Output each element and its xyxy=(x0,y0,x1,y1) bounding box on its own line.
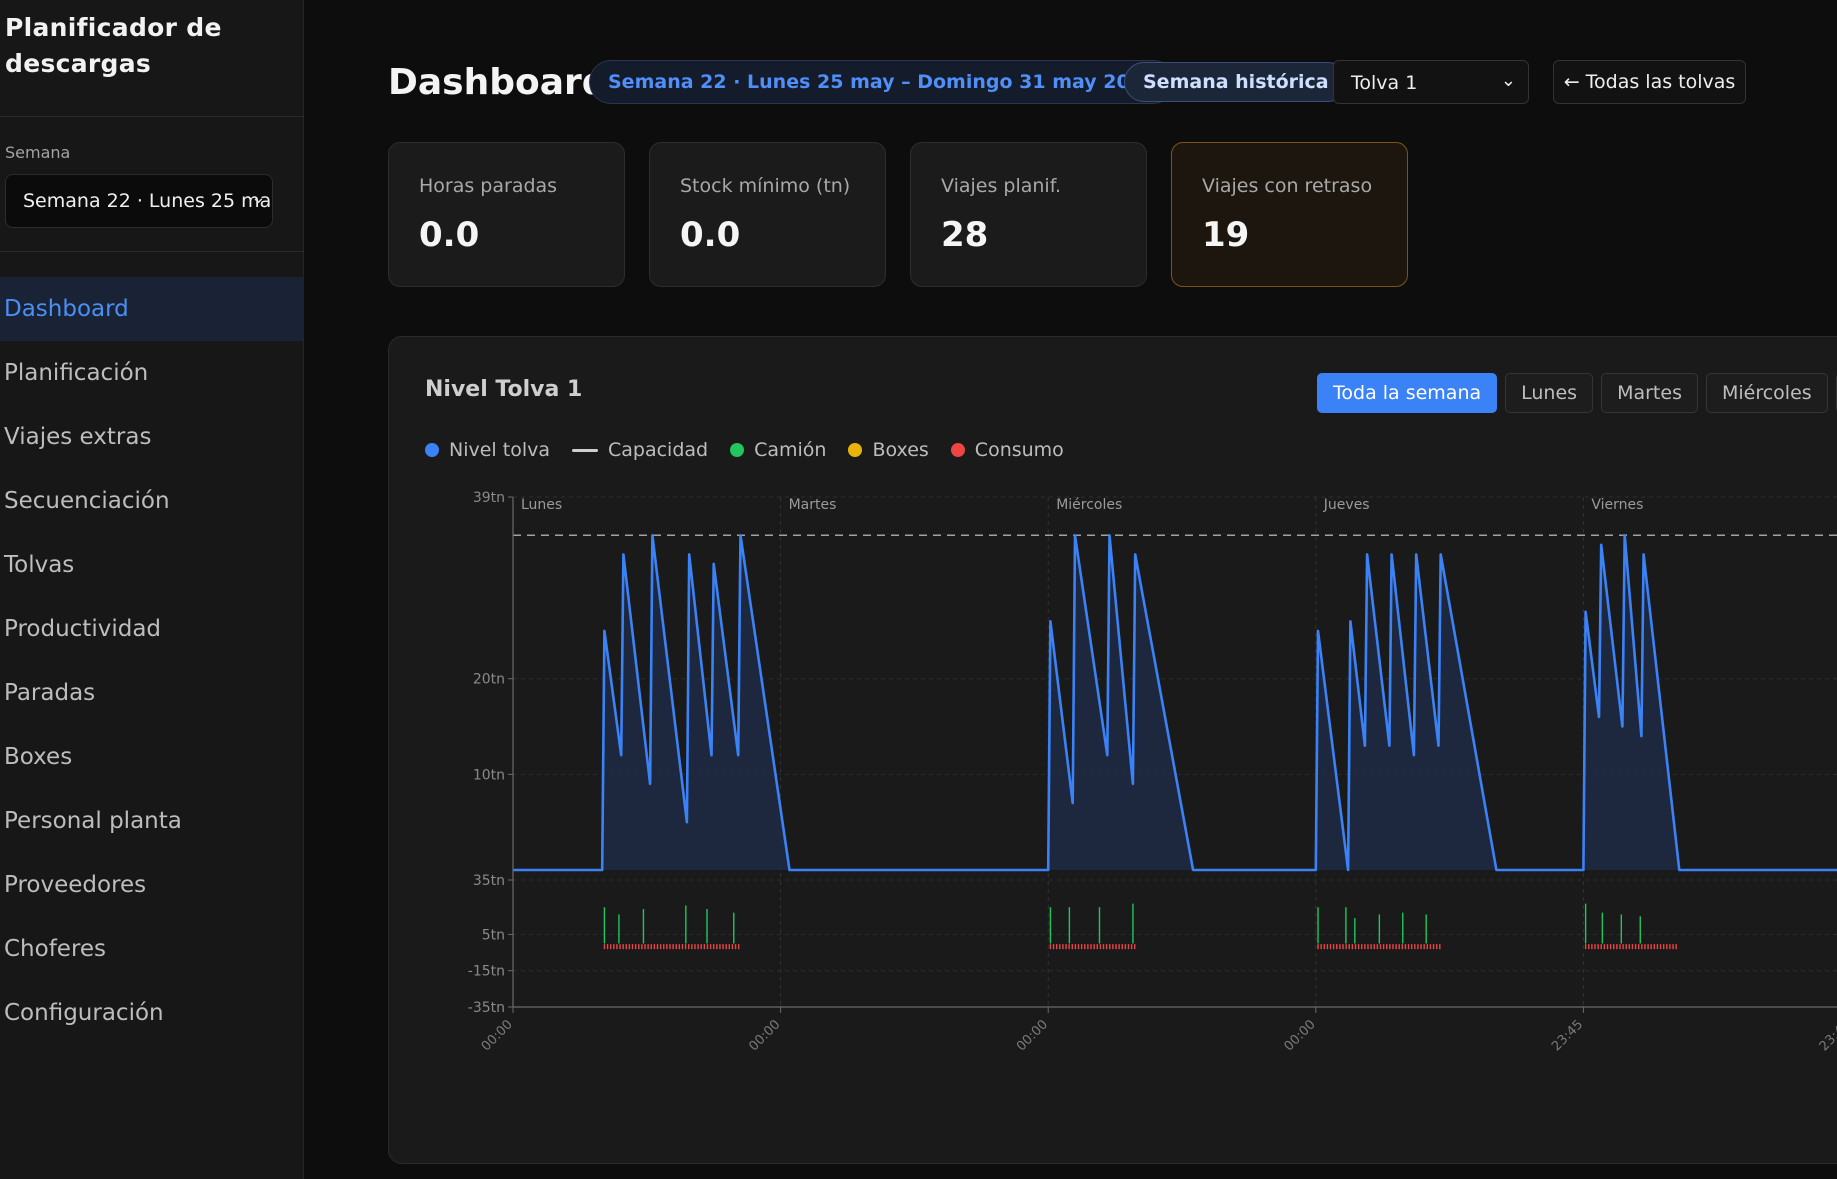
panel-title: Nivel Tolva 1 xyxy=(425,377,583,402)
kpi-value: 28 xyxy=(941,215,989,255)
kpi-value: 0.0 xyxy=(680,215,741,255)
tolva-level-panel: Nivel Tolva 1 Toda la semana Lunes Martes M… xyxy=(388,336,1837,1164)
kpi-label: Viajes planif. xyxy=(941,175,1062,197)
legend-item[interactable]: Capacidad xyxy=(571,439,709,461)
week-label: Semana xyxy=(5,143,71,162)
sidebar-item-viajes-extras[interactable]: Viajes extras xyxy=(4,424,152,450)
page-title: Dashboard xyxy=(388,62,608,103)
day-label: Martes xyxy=(789,497,837,513)
kpi-value: 19 xyxy=(1202,215,1250,255)
chevron-down-icon: ⌄ xyxy=(250,187,266,208)
week-select-value: Semana 22 · Lunes 25 may xyxy=(23,190,273,212)
sidebar-item-personal-planta[interactable]: Personal planta xyxy=(4,808,182,834)
historic-week-badge: Semana histórica xyxy=(1124,62,1348,102)
sidebar-item-dashboard[interactable]: Dashboard xyxy=(0,277,304,341)
legend-label: Boxes xyxy=(872,439,929,461)
legend-item[interactable]: Consumo xyxy=(950,439,1064,461)
sidebar-item-choferes[interactable]: Choferes xyxy=(4,936,107,962)
y-tick-label: 20tn xyxy=(473,672,505,688)
tolva-level-chart: 39tn 20tn 10tn 35tn 5tn -15tn -35tn Lunes Martes… xyxy=(468,490,1837,1054)
legend-item[interactable]: Nivel tolva xyxy=(425,439,550,461)
sidebar-nav: Dashboard Planificación Viajes extras Secue… xyxy=(0,277,304,1045)
kpi-card-horas-paradas: Horas paradas 0.0 xyxy=(388,142,625,287)
legend-swatch xyxy=(425,443,439,457)
sidebar-divider xyxy=(0,251,304,252)
kpi-label: Stock mínimo (tn) xyxy=(680,175,851,197)
tab-martes[interactable]: Martes xyxy=(1601,373,1698,413)
level-area xyxy=(513,535,1837,870)
legend-label: Camión xyxy=(754,439,827,461)
y-tick-label: 10tn xyxy=(473,767,505,783)
day-tabs: Toda la semanaLunesMartesMiércolesJueves xyxy=(1317,373,1837,413)
y-tick-label: 35tn xyxy=(473,873,505,889)
sidebar-item-secuenciaci-n[interactable]: Secuenciación xyxy=(4,488,170,514)
kpi-value: 0.0 xyxy=(419,215,480,255)
sidebar-item-paradas[interactable]: Paradas xyxy=(4,680,96,706)
tab-toda-la-semana[interactable]: Toda la semana xyxy=(1317,373,1498,413)
y-tick-label: -35tn xyxy=(468,1000,505,1016)
legend-item[interactable]: Boxes xyxy=(848,439,929,461)
week-range-badge: Semana 22 · Lunes 25 may – Domingo 31 ma… xyxy=(589,60,1176,104)
day-label: Miércoles xyxy=(1056,497,1122,513)
x-tick-label: 23:45 xyxy=(1817,1017,1837,1054)
day-label: Viernes xyxy=(1591,497,1643,513)
sidebar-item-tolvas[interactable]: Tolvas xyxy=(4,552,75,578)
kpi-label: Horas paradas xyxy=(419,175,558,197)
level-line xyxy=(513,534,1837,872)
sidebar: Planificador de descargas Semana Semana … xyxy=(0,0,304,1179)
chart-legend: Nivel tolva Capacidad Camión Boxes Consumo xyxy=(425,439,1086,461)
x-tick-label: 00:00 xyxy=(1282,1017,1319,1054)
kpi-card-stock-minimo: Stock mínimo (tn) 0.0 xyxy=(649,142,886,287)
week-select[interactable]: Semana 22 · Lunes 25 may ⌄ xyxy=(5,174,273,228)
legend-swatch xyxy=(571,448,598,452)
legend-item[interactable]: Camión xyxy=(730,439,826,461)
day-label: Jueves xyxy=(1323,497,1370,513)
x-tick-label: 00:00 xyxy=(1014,1017,1051,1054)
legend-swatch xyxy=(848,443,863,457)
sidebar-divider xyxy=(0,116,304,117)
day-label: Lunes xyxy=(521,497,562,513)
legend-label: Capacidad xyxy=(607,439,709,461)
kpi-label: Viajes con retraso xyxy=(1202,175,1373,197)
tolva-select[interactable]: Tolva 1 ⌄ xyxy=(1333,60,1529,104)
sidebar-item-proveedores[interactable]: Proveedores xyxy=(4,872,147,898)
sidebar-item-boxes[interactable]: Boxes xyxy=(4,744,73,770)
chevron-down-icon: ⌄ xyxy=(1500,70,1516,91)
sidebar-item-configuraci-n[interactable]: Configuración xyxy=(4,1000,164,1026)
kpi-card-viajes-retraso: Viajes con retraso 19 xyxy=(1171,142,1408,287)
sidebar-item-planificaci-n[interactable]: Planificación xyxy=(4,360,149,386)
app-title-line2: descargas xyxy=(5,49,152,78)
legend-label: Consumo xyxy=(974,439,1064,461)
y-tick-label: -15tn xyxy=(468,964,505,980)
tab-lunes[interactable]: Lunes xyxy=(1505,373,1594,413)
kpi-card-viajes-planif: Viajes planif. 28 xyxy=(910,142,1147,287)
y-tick-label: 5tn xyxy=(482,927,505,943)
legend-swatch xyxy=(730,443,745,457)
app-title: Planificador de descargas xyxy=(5,10,295,82)
legend-swatch xyxy=(950,443,965,457)
y-tick-label: 39tn xyxy=(473,490,505,506)
all-tolvas-button[interactable]: ← Todas las tolvas xyxy=(1553,60,1746,104)
legend-label: Nivel tolva xyxy=(449,439,550,461)
tolva-select-value: Tolva 1 xyxy=(1351,72,1418,94)
x-tick-label: 00:00 xyxy=(746,1017,783,1054)
app-title-line1: Planificador de xyxy=(5,13,222,42)
tab-mi-rcoles[interactable]: Miércoles xyxy=(1705,373,1828,413)
x-tick-label: 00:00 xyxy=(479,1017,516,1054)
x-tick-label: 23:45 xyxy=(1549,1017,1586,1054)
sidebar-item-productividad[interactable]: Productividad xyxy=(4,616,162,642)
